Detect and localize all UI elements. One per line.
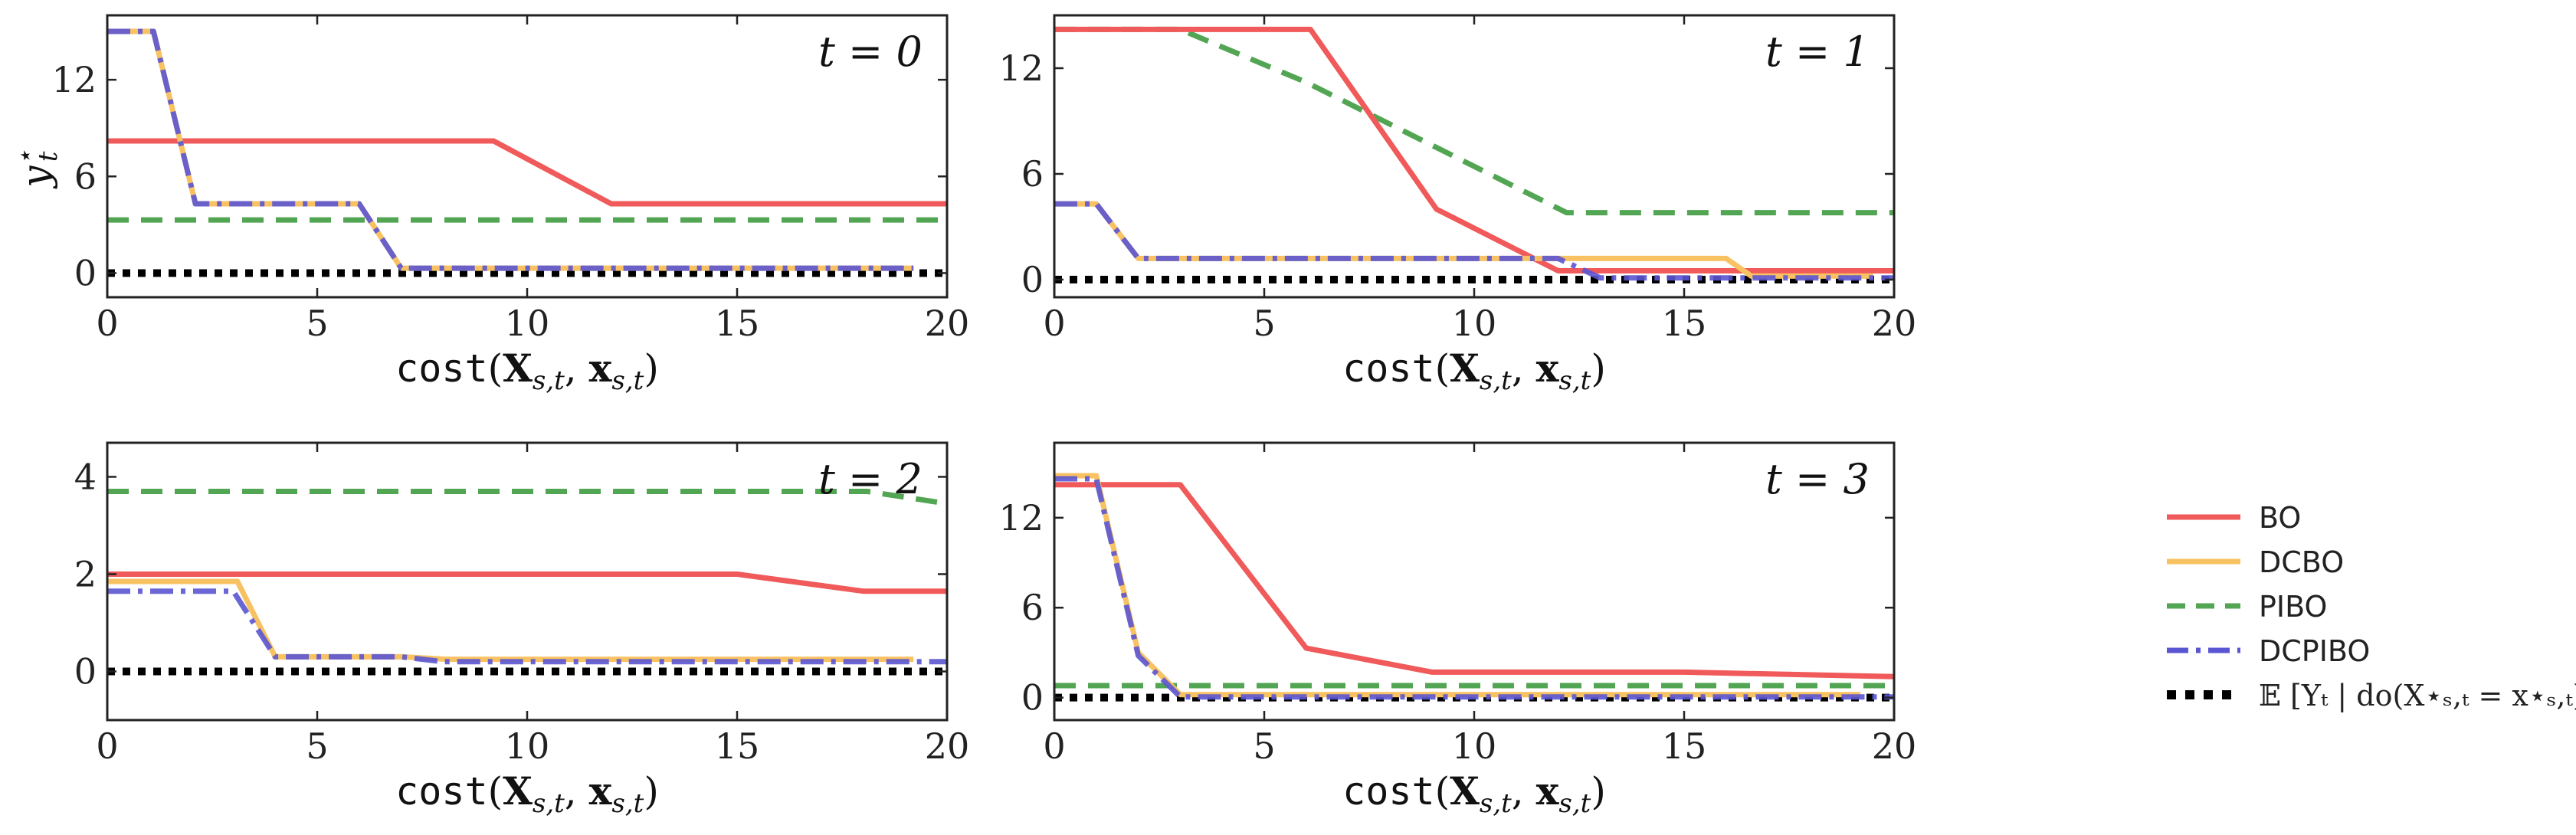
x-tick-label: 0 <box>96 303 118 344</box>
panel-title: t = 1 <box>1765 28 1870 76</box>
y-axis-label: y⋆t <box>10 149 64 189</box>
x-axis-label: cost(Xs,t, xs,t) <box>1342 768 1606 819</box>
x-tick-label: 20 <box>1872 303 1917 344</box>
panel-2: 0 5 10 15 20 0 2 4 t = 2 cost(Xs,t, xs,t) <box>74 441 970 819</box>
x-tick-label: 15 <box>715 725 760 767</box>
y-tick-label: 0 <box>1021 677 1044 719</box>
panel-0: 0 5 10 15 20 0 6 12 t = 0 cost(Xs,t, xs,t) y⋆t <box>10 14 970 396</box>
x-tick-label: 5 <box>306 725 328 767</box>
x-tick-label: 5 <box>1253 303 1275 344</box>
series-line-dcbo <box>1054 473 1861 698</box>
x-axis-label: cost(Xs,t, xs,t) <box>395 768 659 819</box>
x-tick-label: 15 <box>715 303 760 344</box>
legend-label: DCBO <box>2259 545 2344 579</box>
series-line-dcpibo <box>107 588 947 665</box>
y-tick-label: 4 <box>74 456 97 497</box>
panel-title: t = 3 <box>1765 455 1870 503</box>
x-tick-label: 10 <box>505 725 550 767</box>
panel-title: t = 2 <box>818 455 923 503</box>
series-line-dcbo <box>1054 201 1873 279</box>
panel-title: t = 0 <box>818 28 923 76</box>
y-tick-label: 12 <box>51 59 97 100</box>
x-tick-label: 0 <box>96 725 118 767</box>
y-tick-label: 6 <box>1021 153 1044 195</box>
series-line-bo <box>1054 26 1894 273</box>
x-tick-label: 10 <box>1452 725 1497 767</box>
y-tick-label: 12 <box>998 497 1044 539</box>
x-tick-label: 20 <box>1872 725 1917 767</box>
series-line-bo <box>107 571 947 594</box>
x-tick-label: 10 <box>505 303 550 344</box>
x-tick-label: 15 <box>1662 725 1707 767</box>
x-tick-label: 0 <box>1043 303 1065 344</box>
legend: BO DCBO PIBO DCPIBO 𝔼 [Yₜ | do(X⋆ₛ,ₜ = x⋆ₛ,ₜ… <box>2167 501 2576 712</box>
series-line-bo <box>107 138 947 207</box>
x-tick-label: 5 <box>306 303 328 344</box>
y-tick-label: 2 <box>74 553 97 594</box>
y-tick-label: 6 <box>1021 587 1044 628</box>
y-tick-label: 6 <box>74 156 97 197</box>
x-tick-label: 15 <box>1662 303 1707 344</box>
x-tick-label: 20 <box>925 303 970 344</box>
y-tick-label: 0 <box>1021 259 1044 300</box>
x-axis-label: cost(Xs,t, xs,t) <box>1342 345 1606 396</box>
series-line-bo <box>1054 482 1894 679</box>
legend-label: 𝔼 [Yₜ | do(X⋆ₛ,ₜ = x⋆ₛ,ₜ)] <box>2259 679 2576 712</box>
x-axis-label: cost(Xs,t, xs,t) <box>395 345 659 396</box>
series-line-dcpibo <box>107 28 914 271</box>
panel-3: 0 5 10 15 20 0 6 12 t = 3 cost(Xs,t, xs,t) <box>998 441 1917 819</box>
y-tick-label: 0 <box>74 650 97 692</box>
legend-label: PIBO <box>2259 590 2327 624</box>
x-tick-label: 20 <box>925 725 970 767</box>
x-tick-label: 0 <box>1043 725 1065 767</box>
x-tick-label: 5 <box>1253 725 1275 767</box>
panel-1: 0 5 10 15 20 0 6 12 t = 1 cost(Xs,t, xs,t) <box>998 14 1917 396</box>
y-tick-label: 0 <box>74 252 97 293</box>
legend-label: BO <box>2259 501 2301 535</box>
series-line-dcpibo <box>1054 476 1894 700</box>
series-line-pibo <box>107 489 947 506</box>
x-tick-label: 10 <box>1452 303 1497 344</box>
legend-label: DCPIBO <box>2259 634 2370 668</box>
series-line-dcpibo <box>1054 201 1894 281</box>
y-tick-label: 12 <box>998 47 1044 89</box>
